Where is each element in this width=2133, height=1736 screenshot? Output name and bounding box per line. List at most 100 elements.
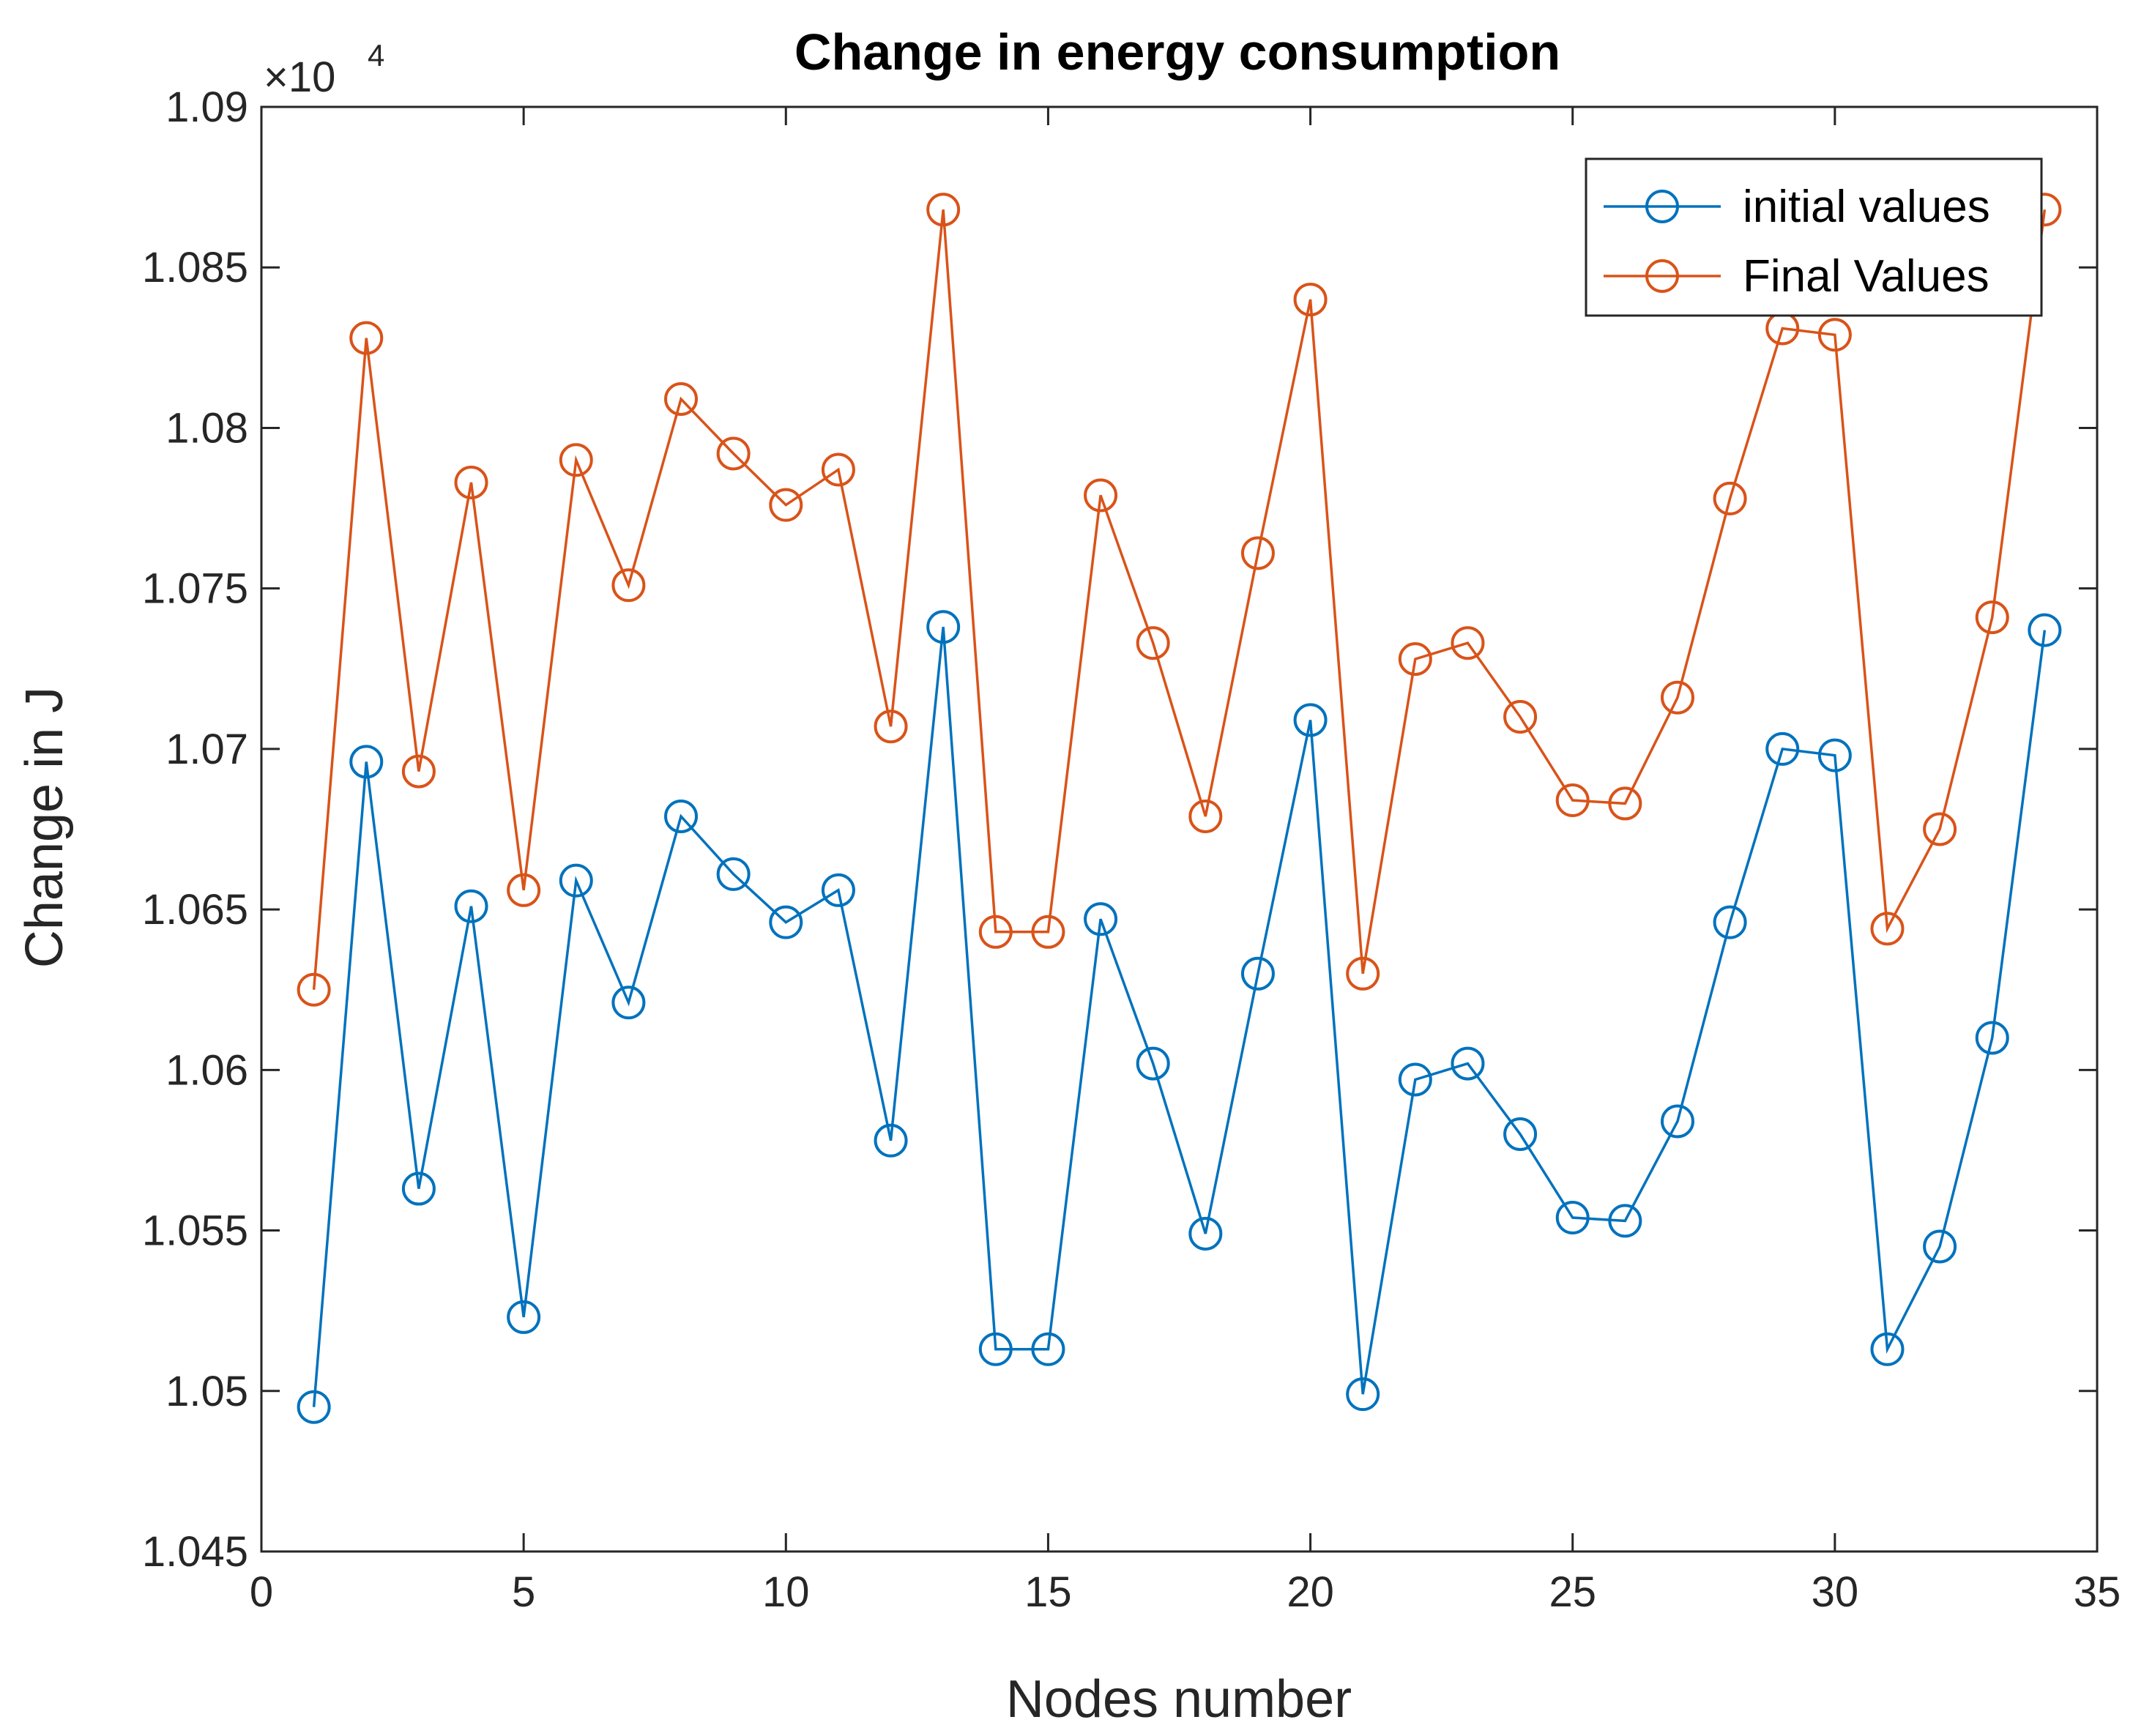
data-point: [1451, 1046, 1485, 1081]
data-point: [1555, 1201, 1590, 1235]
series-initial-values: [297, 610, 2062, 1424]
y-tick-label: 1.09: [165, 83, 248, 131]
data-point: [559, 443, 593, 477]
data-point: [1136, 626, 1170, 660]
data-point: [297, 1390, 331, 1424]
data-point: [874, 1123, 908, 1158]
y-axis-label: Change in J: [15, 687, 74, 968]
legend-box: [1585, 157, 2043, 317]
legend-marker: [1645, 190, 1679, 223]
data-point: [1084, 478, 1118, 513]
data-point: [1398, 642, 1432, 677]
y-tick-label: 1.07: [165, 726, 248, 773]
data-point: [1503, 1117, 1538, 1152]
data-point: [1975, 1021, 2009, 1055]
series-line: [312, 627, 2047, 1407]
data-point: [349, 321, 384, 355]
data-point: [349, 745, 384, 779]
y-tick-label: 1.05: [165, 1368, 248, 1415]
data-point: [769, 905, 803, 939]
data-point: [1817, 318, 1852, 352]
y-tick-label: 1.045: [142, 1528, 248, 1576]
data-point: [1346, 1377, 1380, 1412]
x-tick-label: 5: [512, 1568, 535, 1616]
x-tick-label: 25: [1549, 1568, 1596, 1616]
data-point: [507, 1300, 541, 1334]
data-point: [664, 799, 699, 833]
data-point: [769, 488, 803, 522]
data-point: [821, 452, 855, 487]
series-line: [312, 209, 2047, 990]
data-point: [1713, 481, 1747, 515]
data-point: [1084, 902, 1118, 936]
data-point: [1031, 1332, 1065, 1366]
x-tick-label: 10: [762, 1568, 810, 1616]
data-point: [2028, 613, 2062, 647]
x-axis-label: Nodes number: [1006, 1670, 1352, 1729]
y-tick-label: 1.075: [142, 565, 248, 613]
chart-title: Change in energy consumption: [794, 23, 1560, 81]
legend-label: initial values: [1743, 182, 1990, 232]
data-point: [978, 1332, 1013, 1366]
data-point: [401, 1171, 436, 1206]
legend-marker: [1645, 259, 1679, 293]
y-exponent: ×10 4: [264, 38, 384, 101]
y-tick-label: 1.08: [165, 404, 248, 452]
data-point: [1240, 956, 1275, 991]
y-tick-label: 1.065: [142, 886, 248, 934]
data-point: [926, 193, 961, 227]
data-point: [1398, 1062, 1432, 1097]
data-point: [559, 863, 593, 898]
data-point: [1975, 600, 2009, 635]
x-tick-label: 30: [1812, 1568, 1859, 1616]
data-point: [611, 568, 646, 603]
data-point: [1608, 1204, 1642, 1238]
y-tick-label: 1.055: [142, 1207, 248, 1255]
data-point: [926, 610, 961, 644]
x-tick-label: 15: [1024, 1568, 1072, 1616]
data-point: [1188, 1216, 1223, 1251]
data-point: [1031, 914, 1065, 949]
x-tick-label: 35: [2074, 1568, 2121, 1616]
data-point: [1660, 1104, 1694, 1139]
data-point: [1660, 680, 1694, 715]
y-exponent-power: 4: [368, 38, 384, 72]
x-tick-label: 20: [1287, 1568, 1334, 1616]
data-point: [716, 857, 751, 891]
data-point: [401, 754, 436, 789]
data-point: [874, 709, 908, 744]
data-point: [1136, 1046, 1170, 1081]
data-point: [1293, 283, 1328, 317]
y-exponent-base: ×10: [264, 53, 335, 101]
series-final-values: [297, 193, 2062, 1007]
data-point: [611, 986, 646, 1020]
data-point: [978, 914, 1013, 949]
data-point: [1923, 812, 1957, 846]
data-point: [454, 465, 488, 499]
data-point: [1503, 700, 1538, 734]
data-point: [297, 972, 331, 1007]
data-point: [1240, 536, 1275, 570]
y-tick-label: 1.06: [165, 1046, 248, 1094]
legend[interactable]: initial values Final Values: [1585, 157, 2043, 317]
data-point: [1870, 912, 1905, 946]
data-point: [1451, 626, 1485, 660]
data-point: [507, 873, 541, 907]
data-point: [664, 381, 699, 416]
data-point: [454, 889, 488, 923]
data-point: [1870, 1332, 1905, 1366]
data-point: [821, 873, 855, 907]
legend-label: Final Values: [1743, 251, 1989, 302]
data-point: [1293, 703, 1328, 737]
data-point: [1713, 905, 1747, 939]
data-point: [1817, 738, 1852, 772]
data-point: [1765, 731, 1800, 766]
data-point: [716, 436, 751, 471]
data-point: [1555, 783, 1590, 818]
x-tick-label: 0: [250, 1568, 273, 1616]
y-tick-label: 1.085: [142, 244, 248, 291]
plot-area-frame: [260, 105, 2099, 1553]
data-point: [1608, 786, 1642, 821]
data-point: [1188, 799, 1223, 833]
